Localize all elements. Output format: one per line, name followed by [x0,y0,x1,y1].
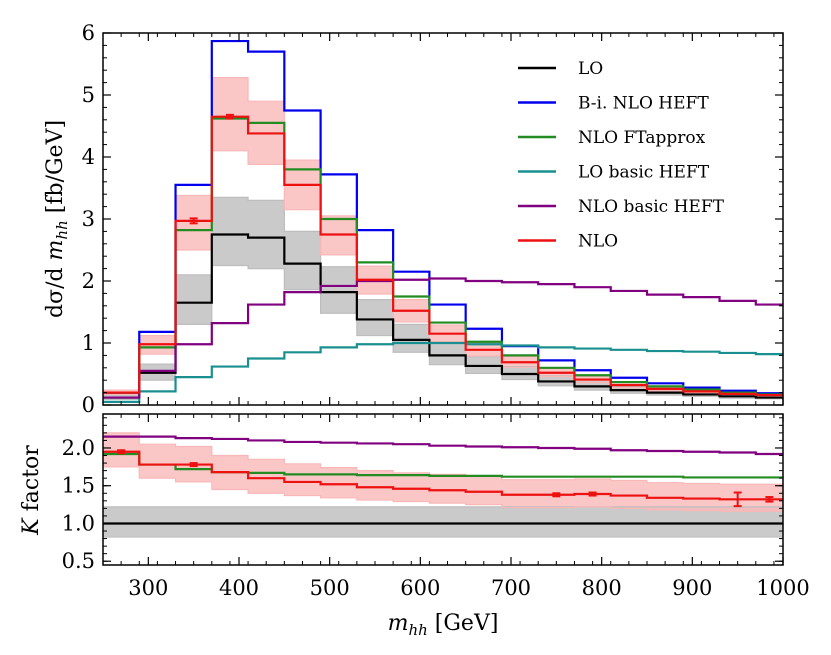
xlabel-sub: hh [408,621,427,639]
top-error-bar [225,113,234,120]
x-tick-label: 600 [400,576,440,600]
bot-error-bar [588,491,597,497]
ylabel-var: m [43,240,68,261]
top-line-b-i-nlo-heft [103,39,783,395]
bot-error-bar [117,449,126,455]
bot-error-bar [552,492,561,498]
legend-label: NLO basic HEFT [578,197,725,217]
y-tick-label: 1.5 [62,474,95,498]
x-tick-label: 400 [219,576,259,600]
top-line-nlo-basic-heft [103,277,783,399]
bot-line-nlo-basic-heft [103,435,783,456]
xlabel-var: m [388,611,409,636]
legend-item-lo-basic-heft: LO basic HEFT [518,163,710,183]
y-tick-label: 4 [82,145,95,169]
kfactor-var: K [19,517,44,536]
y-tick-label: 1 [82,331,95,355]
ylabel-sub: hh [53,220,71,239]
ylabel-unit: [fb/GeV] [43,120,68,220]
x-tick-label: 700 [491,576,531,600]
legend-label: LO basic HEFT [578,163,710,183]
top-band-edge-lo [103,264,783,401]
bot-line-nlo-ftapprox [103,452,783,479]
top-band-nlo [103,77,783,397]
top-band-lo [103,197,783,400]
top-y-tick-labels: 0 1 2 3 4 5 6 [82,21,95,417]
kfactor-panel: 0.5 1.0 1.5 2.0 K factor 300 400 500 600 700 800… [19,413,810,639]
x-axis-title: mhh [GeV] [388,611,499,639]
bot-error-bar [765,496,774,503]
bot-band-nlo [103,432,783,512]
top-line-nlo-ftapprox [103,117,783,396]
y-tick-label: 2.0 [62,436,95,460]
bot-band-lo [103,506,783,538]
legend-item-nlo-ftapprox: NLO FTapprox [518,128,706,148]
legend-item-b-i-nlo-heft: B-i. NLO HEFT [518,94,709,114]
kfactor-text: factor [19,445,44,519]
bot-band-edge-nlo [103,432,783,485]
legend-item-nlo: NLO [518,232,618,252]
xlabel-unit: [GeV] [428,611,499,636]
cross-section-panel: 0 1 2 3 4 5 6 dσ/d mhh [fb/GeV] LO B-i. NLO HEF… [43,21,784,417]
x-tick-label: 800 [582,576,622,600]
legend-label: NLO FTapprox [578,128,706,148]
legend-label: NLO [578,232,618,252]
bottom-y-axis-title: K factor [19,445,44,536]
legend-item-nlo-basic-heft: NLO basic HEFT [518,197,725,217]
bot-band-edge-nlo [103,466,783,512]
bottom-plot-frame [102,413,784,566]
bot-error-bar [733,491,742,508]
y-tick-label: 6 [82,21,95,45]
top-plot-frame [102,32,784,406]
legend-label: LO [578,59,603,79]
bottom-histogram-lines [103,435,783,525]
bot-line-nlo [103,450,783,501]
bot-error-bar [189,462,198,468]
top-line-lo [103,233,783,399]
x-tick-label: 500 [310,576,350,600]
top-y-axis-title: dσ/d mhh [fb/GeV] [43,120,71,318]
y-tick-label: 2 [82,269,95,293]
top-error-bar [189,217,198,225]
y-tick-label: 0 [82,393,95,417]
bottom-uncertainty-bands [103,432,783,538]
x-tick-labels: 300 400 500 600 700 800 900 1000 [128,576,809,600]
ylabel-prefix: dσ/d [43,260,68,318]
x-tick-label: 900 [672,576,712,600]
top-histogram-lines [103,39,783,403]
y-tick-label: 0.5 [62,549,95,573]
legend-item-lo: LO [518,59,603,79]
bottom-error-bars [117,449,774,508]
top-band-edge-nlo [103,150,783,397]
y-tick-label: 1.0 [62,511,95,535]
bottom-y-tick-labels: 0.5 1.0 1.5 2.0 [62,436,95,573]
y-tick-label: 3 [82,207,95,231]
legend-label: B-i. NLO HEFT [578,94,709,114]
legend: LO B-i. NLO HEFT NLO FTapprox LO basic HEFT… [518,59,725,252]
y-tick-label: 5 [82,83,95,107]
top-line-nlo [103,115,783,397]
x-tick-label: 300 [128,576,168,600]
x-tick-label: 1000 [756,576,809,600]
top-error-bars [189,113,234,225]
